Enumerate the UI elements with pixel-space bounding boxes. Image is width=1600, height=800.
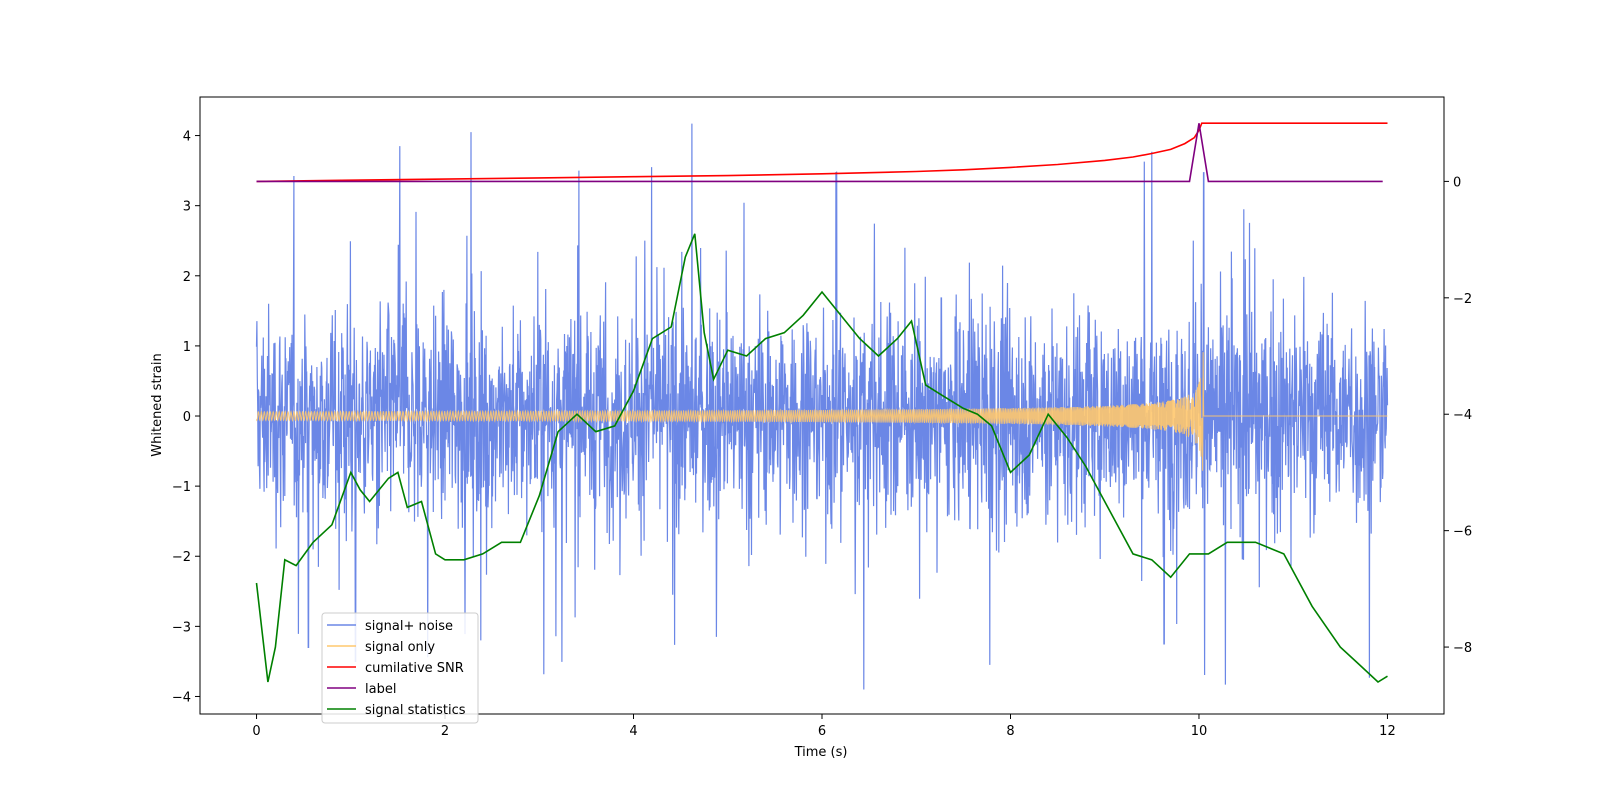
y-tick-label: −3 xyxy=(172,620,191,635)
x-tick-label: 6 xyxy=(818,724,826,739)
x-tick-label: 8 xyxy=(1006,724,1014,739)
x-tick-label: 10 xyxy=(1191,724,1208,739)
y-tick-label: 4 xyxy=(183,130,191,145)
legend-label-signal-only: signal only xyxy=(365,640,435,655)
y-tick-label: −2 xyxy=(172,550,191,565)
x-tick-label: 12 xyxy=(1379,724,1396,739)
legend-label-signal-noise: signal+ noise xyxy=(365,619,453,634)
x-tick-label: 0 xyxy=(252,724,260,739)
x-axis-label: Time (s) xyxy=(794,745,848,760)
y-tick-label: 0 xyxy=(183,410,191,425)
signal-statistics-line xyxy=(255,233,1388,683)
legend-entry-cumulative-snr: cumilative SNR xyxy=(327,661,464,676)
legend-entry-signal-statistics: signal statistics xyxy=(327,703,466,718)
signal-only-line xyxy=(256,352,1388,471)
x-tick-label: 2 xyxy=(441,724,449,739)
y2-tick-label: −4 xyxy=(1453,408,1472,423)
signal-noise-line xyxy=(255,123,1389,690)
y-axis-label: Whitened strain xyxy=(150,353,165,456)
cumulative-snr-line xyxy=(256,122,1388,183)
y-tick-label: 1 xyxy=(183,340,191,355)
legend-entry-label: label xyxy=(327,682,396,697)
y2-tick-label: 0 xyxy=(1453,175,1461,190)
legend-entry-signal-only: signal only xyxy=(327,640,435,655)
y2-tick-label: −2 xyxy=(1453,292,1472,307)
y2-tick-label: −8 xyxy=(1453,641,1472,656)
legend-label-signal-statistics: signal statistics xyxy=(365,703,466,718)
legend-entry-signal-noise: signal+ noise xyxy=(327,619,453,634)
x-tick-label: 4 xyxy=(629,724,637,739)
y-tick-label: −1 xyxy=(172,480,191,495)
plot-series xyxy=(255,122,1389,690)
y-axis-ticks: −4 −3 −2 −1 0 1 2 3 4 xyxy=(172,130,200,705)
y-tick-label: −4 xyxy=(172,690,191,705)
legend-label-cumulative-snr: cumilative SNR xyxy=(365,661,464,676)
legend: signal+ noise signal only cumilative SNR… xyxy=(321,612,479,724)
legend-box xyxy=(321,612,479,724)
y-tick-label: 2 xyxy=(183,270,191,285)
y-tick-label: 3 xyxy=(183,200,191,215)
y2-axis-ticks: −8 −6 −4 −2 0 xyxy=(1444,175,1472,656)
label-line xyxy=(256,123,1383,183)
legend-label-label: label xyxy=(365,682,396,697)
y2-tick-label: −6 xyxy=(1453,525,1472,540)
